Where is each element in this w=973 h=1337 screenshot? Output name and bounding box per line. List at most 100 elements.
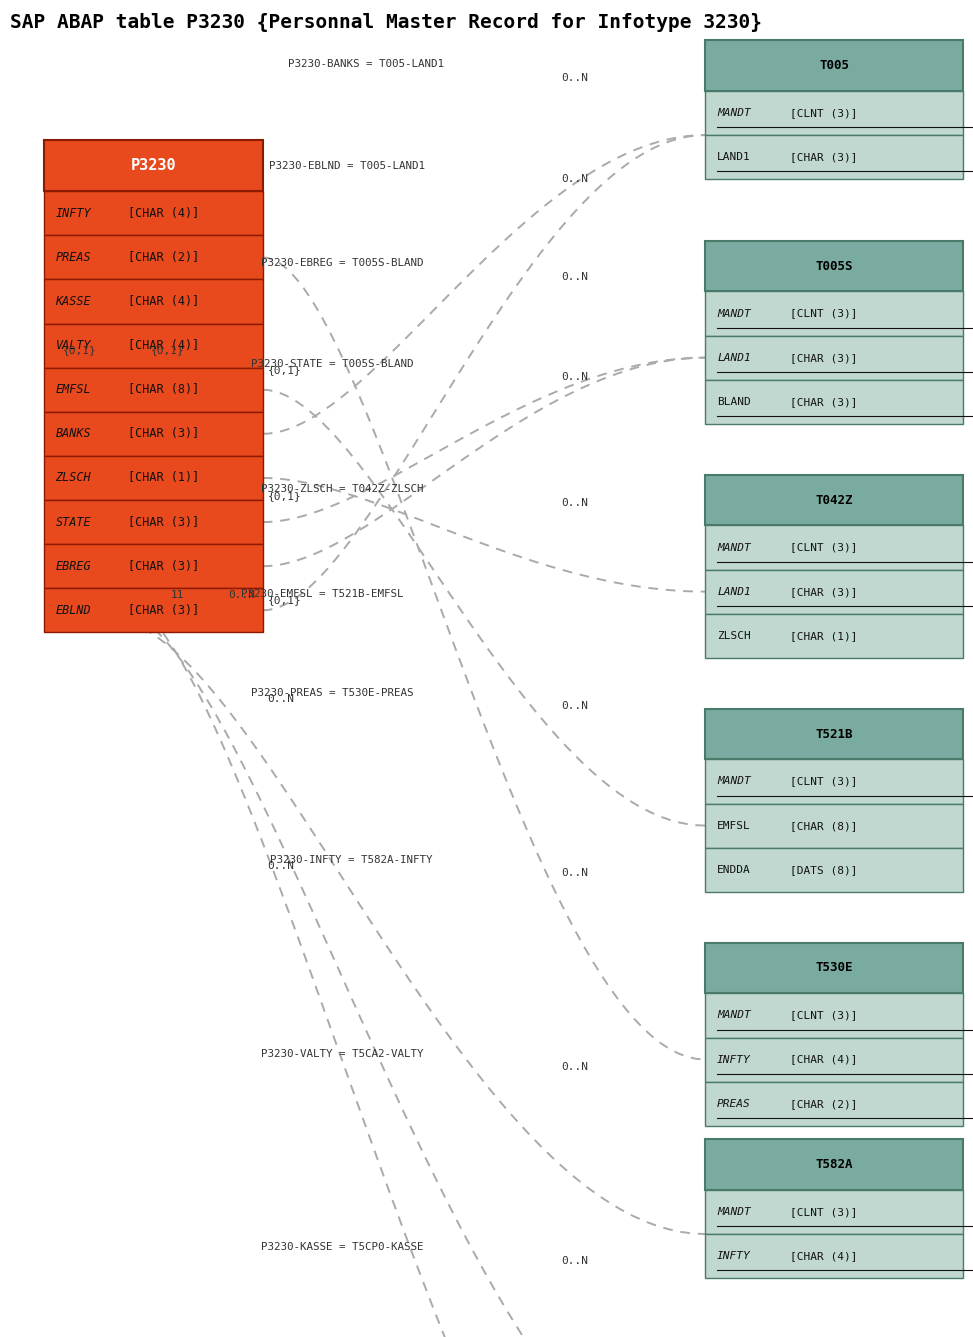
Text: P3230-KASSE = T5CP0-KASSE: P3230-KASSE = T5CP0-KASSE [261,1242,423,1253]
Text: EMFSL: EMFSL [717,821,751,830]
Text: STATE: STATE [55,516,91,528]
Text: [CLNT (3)]: [CLNT (3)] [790,309,857,318]
Text: ZLSCH: ZLSCH [717,631,751,640]
Text: MANDT: MANDT [717,108,751,118]
Text: [CLNT (3)]: [CLNT (3)] [790,1207,857,1217]
Bar [705,40,963,91]
Bar [705,380,963,424]
Text: 0..N: 0..N [268,694,295,705]
Bar [705,1038,963,1082]
Text: VALTY: VALTY [55,340,91,352]
Text: 0..N: 0..N [268,861,295,872]
Text: MANDT: MANDT [717,777,751,786]
Bar [44,140,263,191]
Text: INFTY: INFTY [717,1055,751,1064]
Text: 0..N: 0..N [561,174,589,185]
Text: 0..N: 0..N [561,497,589,508]
Text: [CHAR (3)]: [CHAR (3)] [790,397,857,406]
Text: [CHAR (8)]: [CHAR (8)] [128,384,199,396]
Bar [705,759,963,804]
Text: [CLNT (3)]: [CLNT (3)] [790,1011,857,1020]
Text: SAP ABAP table P3230 {Personnal Master Record for Infotype 3230}: SAP ABAP table P3230 {Personnal Master R… [10,13,762,32]
Text: [CHAR (4)]: [CHAR (4)] [128,340,199,352]
Bar [705,848,963,892]
Bar [705,135,963,179]
Bar [705,570,963,614]
Text: BANKS: BANKS [55,428,91,440]
Bar [705,241,963,291]
Text: ZLSCH: ZLSCH [55,472,91,484]
Text: 0..N: 0..N [561,271,589,282]
Text: [CHAR (3)]: [CHAR (3)] [128,516,199,528]
Text: {0,1}: {0,1} [268,491,302,501]
Bar [705,614,963,658]
Text: PREAS: PREAS [717,1099,751,1108]
Text: [CLNT (3)]: [CLNT (3)] [790,108,857,118]
Bar [705,1139,963,1190]
Text: [CLNT (3)]: [CLNT (3)] [790,543,857,552]
Text: INFTY: INFTY [717,1251,751,1261]
Bar [705,1234,963,1278]
Text: KASSE: KASSE [55,295,91,308]
Text: MANDT: MANDT [717,1207,751,1217]
Text: PREAS: PREAS [55,251,91,263]
Text: 0..N: 0..N [561,1255,589,1266]
Text: T005S: T005S [815,259,853,273]
Text: T530E: T530E [815,961,853,975]
Bar [705,1190,963,1234]
Bar [705,291,963,336]
Bar [44,191,263,235]
Text: BLAND: BLAND [717,397,751,406]
Bar [44,544,263,588]
Text: [CHAR (3)]: [CHAR (3)] [790,152,857,162]
Text: P3230-VALTY = T5CA2-VALTY: P3230-VALTY = T5CA2-VALTY [261,1048,423,1059]
Bar [705,804,963,848]
Text: 0..N: 0..N [561,1062,589,1072]
Bar [705,336,963,380]
Text: MANDT: MANDT [717,309,751,318]
Text: LAND1: LAND1 [717,587,751,596]
Text: P3230-EMFSL = T521B-EMFSL: P3230-EMFSL = T521B-EMFSL [241,588,404,599]
Text: EMFSL: EMFSL [55,384,91,396]
Bar [705,993,963,1038]
Text: {0,1}: {0,1} [151,345,185,356]
Text: [CHAR (3)]: [CHAR (3)] [128,428,199,440]
Text: [CHAR (4)]: [CHAR (4)] [128,295,199,308]
Bar [44,235,263,279]
Text: T521B: T521B [815,727,853,741]
Text: [CHAR (3)]: [CHAR (3)] [128,604,199,616]
Text: MANDT: MANDT [717,1011,751,1020]
Text: 0..N: 0..N [561,701,589,711]
Bar [44,456,263,500]
Text: 11: 11 [170,590,184,600]
Text: LAND1: LAND1 [717,353,751,362]
Bar [705,709,963,759]
Text: [CHAR (3)]: [CHAR (3)] [790,587,857,596]
Text: {0,1}: {0,1} [268,365,302,376]
Text: LAND1: LAND1 [717,152,751,162]
Text: {0,1}: {0,1} [268,595,302,606]
Text: [CHAR (4)]: [CHAR (4)] [128,207,199,219]
Text: [CHAR (3)]: [CHAR (3)] [790,353,857,362]
Text: [DATS (8)]: [DATS (8)] [790,865,857,874]
Text: INFTY: INFTY [55,207,91,219]
Bar [705,91,963,135]
Text: [CHAR (1)]: [CHAR (1)] [790,631,857,640]
Text: [CHAR (1)]: [CHAR (1)] [128,472,199,484]
Text: [CHAR (8)]: [CHAR (8)] [790,821,857,830]
Text: ENDDA: ENDDA [717,865,751,874]
Text: MANDT: MANDT [717,543,751,552]
Text: [CHAR (4)]: [CHAR (4)] [790,1251,857,1261]
Text: T042Z: T042Z [815,493,853,507]
Bar [705,943,963,993]
Text: EBLND: EBLND [55,604,91,616]
Bar [705,525,963,570]
Text: 0..N: 0..N [229,590,256,600]
Text: P3230: P3230 [130,158,176,174]
Text: 0..N: 0..N [561,372,589,382]
Bar [44,324,263,368]
Text: [CHAR (2)]: [CHAR (2)] [790,1099,857,1108]
Text: P3230-STATE = T005S-BLAND: P3230-STATE = T005S-BLAND [251,358,414,369]
Text: P3230-PREAS = T530E-PREAS: P3230-PREAS = T530E-PREAS [251,687,414,698]
Text: 0..N: 0..N [561,72,589,83]
